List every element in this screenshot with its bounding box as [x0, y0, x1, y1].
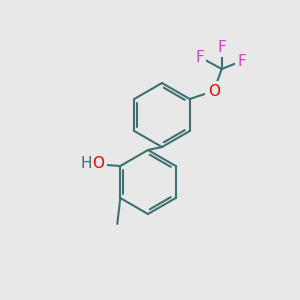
- Text: F: F: [237, 53, 246, 68]
- Text: O: O: [92, 157, 104, 172]
- Text: F: F: [195, 50, 204, 64]
- Text: H: H: [80, 157, 92, 172]
- Text: F: F: [217, 40, 226, 55]
- Text: O: O: [208, 83, 220, 98]
